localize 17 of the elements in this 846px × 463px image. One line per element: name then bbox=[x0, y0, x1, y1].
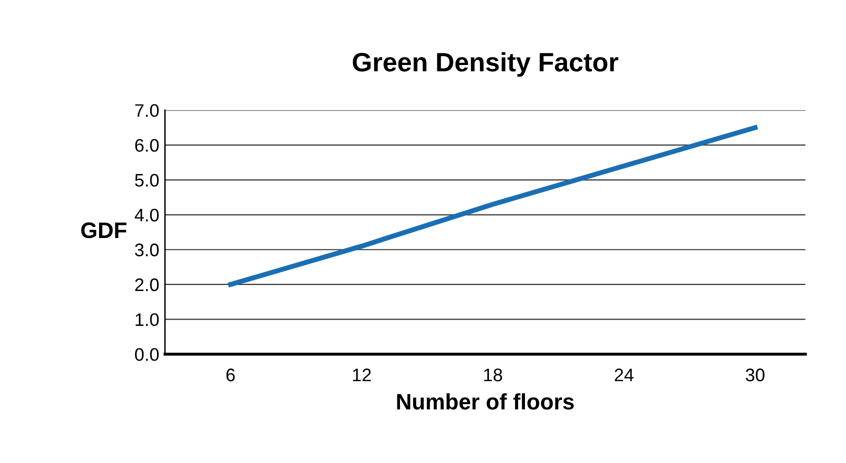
x-tick-label: 18 bbox=[484, 368, 502, 382]
y-tick-label: 7.0 bbox=[135, 104, 159, 117]
y-tick-label: 0.0 bbox=[135, 348, 159, 361]
line-series bbox=[228, 125, 758, 287]
y-axis-title: GDF bbox=[81, 222, 126, 238]
y-tick-label: 1.0 bbox=[136, 313, 159, 326]
chart-title: Green Density Factor bbox=[352, 52, 618, 77]
y-tick-label: 3.0 bbox=[135, 244, 159, 256]
y-tick-label: 5.0 bbox=[135, 174, 159, 187]
x-tick-label: 30 bbox=[746, 368, 764, 382]
x-tick-label: 12 bbox=[353, 368, 371, 382]
y-tick-label: 6.0 bbox=[135, 138, 159, 152]
x-tick-label: 6 bbox=[226, 368, 235, 382]
x-tick-label: 24 bbox=[614, 368, 634, 382]
x-axis-title: Number of floors bbox=[397, 393, 574, 410]
y-tick-label: 2.0 bbox=[135, 278, 159, 292]
y-tick-label: 4.0 bbox=[134, 208, 159, 222]
